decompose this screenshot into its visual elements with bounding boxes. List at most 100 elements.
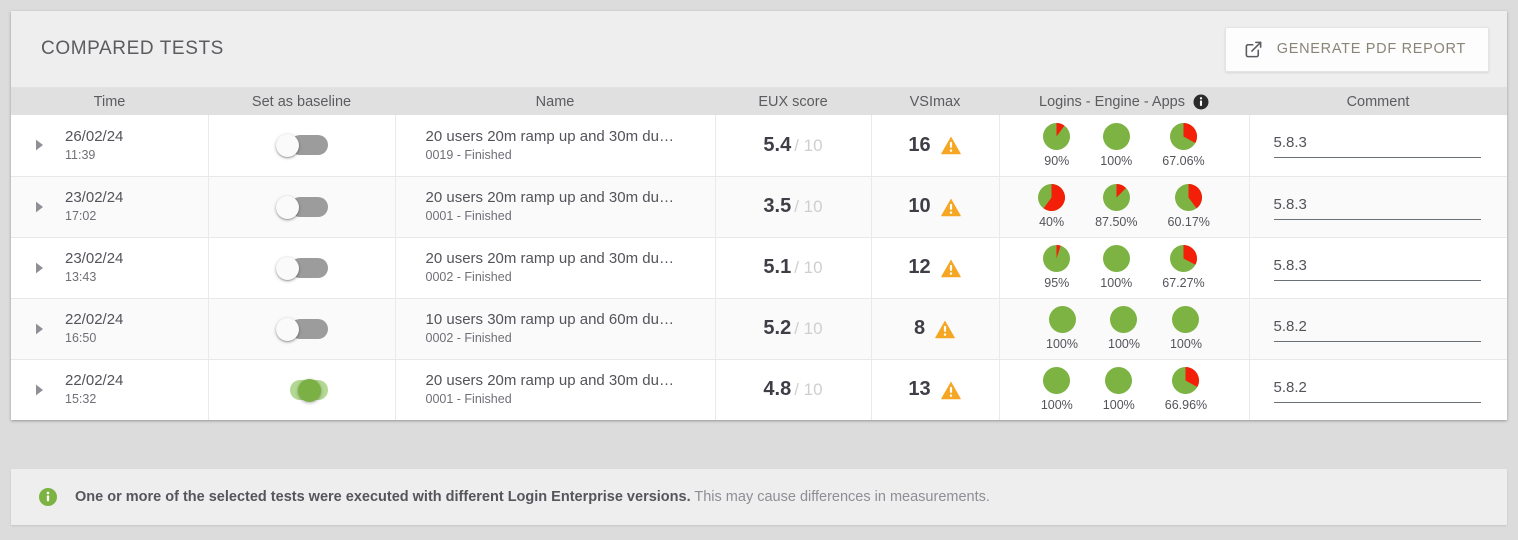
column-header-baseline[interactable]: Set as baseline <box>208 88 395 115</box>
pie-chart-icon <box>1043 367 1071 395</box>
cell-eux-score: 5.2/ 10 <box>715 298 872 360</box>
set-as-baseline-toggle[interactable] <box>275 134 328 158</box>
expand-row-icon[interactable] <box>29 319 49 339</box>
expand-row-icon[interactable] <box>29 197 49 217</box>
warning-icon[interactable] <box>940 197 962 217</box>
vsimax-value: 8 <box>913 317 926 339</box>
cell-comment <box>1249 298 1507 360</box>
warning-icon[interactable] <box>934 319 956 339</box>
pie-chart-icon <box>1043 245 1071 272</box>
column-header-name-label: Name <box>535 93 575 110</box>
pie-chart-icon <box>1102 184 1130 211</box>
row-date: 22/02/24 <box>65 372 124 390</box>
cell-comment <box>1249 115 1507 177</box>
pie-chart-icon <box>1175 184 1203 211</box>
test-name: 20 users 20m ramp up and 30m du… <box>425 250 674 267</box>
test-name: 20 users 20m ramp up and 30m du… <box>425 189 674 206</box>
pie-label: 40% <box>1039 215 1065 229</box>
eux-score-max: / 10 <box>794 319 823 338</box>
eux-score-value: 4.8 <box>763 378 792 401</box>
table-row[interactable]: 22/02/24 15:32 20 users 20m ramp up and 30… <box>11 359 1507 420</box>
warning-icon[interactable] <box>940 258 962 278</box>
cell-time: 23/02/24 13:43 <box>11 237 209 299</box>
comment-input[interactable] <box>1273 315 1481 342</box>
compared-tests-table: Time Set as baseline Name EUX score VSIm… <box>11 88 1507 420</box>
cell-eux-score: 3.5/ 10 <box>715 176 872 238</box>
comment-input[interactable] <box>1273 254 1481 281</box>
set-as-baseline-toggle[interactable] <box>275 317 328 341</box>
card-header: COMPARED TESTS GENERATE PDF REPORT <box>11 11 1507 88</box>
row-time: 17:02 <box>65 209 97 223</box>
expand-row-icon[interactable] <box>29 380 49 400</box>
pie-label: 100% <box>1100 276 1133 290</box>
table-row[interactable]: 22/02/24 16:50 10 users 30m ramp up and 60… <box>11 298 1507 360</box>
pie-metric: 100% <box>1170 306 1202 351</box>
cell-comment <box>1249 359 1507 420</box>
comment-input[interactable] <box>1273 132 1481 159</box>
warning-icon[interactable] <box>940 135 962 155</box>
pie-label: 66.96% <box>1164 398 1208 413</box>
cell-name: 20 users 20m ramp up and 30m du… 0001 - F… <box>395 176 716 238</box>
table-row[interactable]: 23/02/24 17:02 20 users 20m ramp up and 30… <box>11 176 1507 238</box>
generate-pdf-report-label: GENERATE PDF REPORT <box>1276 41 1466 57</box>
expand-row-icon[interactable] <box>29 258 49 278</box>
notice-detail-text: This may cause differences in measuremen… <box>694 489 990 505</box>
info-icon[interactable] <box>1193 94 1209 110</box>
pie-label: 60.17% <box>1167 215 1210 229</box>
cell-baseline <box>208 359 396 420</box>
toggle-knob <box>275 134 299 158</box>
table-row[interactable]: 23/02/24 13:43 20 users 20m ramp up and 30… <box>11 237 1507 299</box>
cell-vsimax: 13 <box>871 359 1000 420</box>
toggle-knob <box>275 195 299 219</box>
notice-text: One or more of the selected tests were e… <box>75 488 990 506</box>
generate-pdf-report-button[interactable]: GENERATE PDF REPORT <box>1224 26 1489 72</box>
pie-chart-icon <box>1172 367 1200 395</box>
toggle-track <box>289 135 328 156</box>
test-status: 0002 - Finished <box>425 331 512 345</box>
column-header-comment[interactable]: Comment <box>1249 88 1507 115</box>
column-header-baseline-label: Set as baseline <box>251 93 352 110</box>
toggle-track <box>289 196 328 217</box>
warning-icon[interactable] <box>940 380 962 400</box>
column-header-time[interactable]: Time <box>11 88 208 115</box>
pie-label: 100% <box>1040 398 1073 413</box>
column-header-vsimax[interactable]: VSImax <box>871 88 999 115</box>
pie-chart-icon <box>1169 122 1197 150</box>
pie-metric: 40% <box>1038 184 1066 229</box>
pie-chart-icon <box>1105 367 1133 395</box>
pie-metric: 66.96% <box>1165 367 1207 412</box>
column-header-logins[interactable]: Logins - Engine - Apps <box>999 88 1249 115</box>
pie-chart-icon <box>1043 122 1071 150</box>
cell-eux-score: 4.8/ 10 <box>715 359 872 420</box>
table-header-row: Time Set as baseline Name EUX score VSIm… <box>11 88 1507 115</box>
eux-score-max: / 10 <box>794 135 823 155</box>
cell-comment <box>1249 237 1507 299</box>
compared-tests-card: COMPARED TESTS GENERATE PDF REPORT <box>11 11 1507 420</box>
row-time: 15:32 <box>65 392 97 407</box>
pie-chart-icon <box>1110 306 1138 333</box>
pie-chart-icon <box>1048 306 1076 333</box>
expand-row-icon[interactable] <box>29 135 49 155</box>
cell-vsimax: 8 <box>871 298 1000 360</box>
notice-strong-text: One or more of the selected tests were e… <box>75 489 691 505</box>
pie-label: 100% <box>1108 337 1140 351</box>
pie-metric: 87.50% <box>1095 184 1138 229</box>
pie-metric: 60.17% <box>1168 184 1210 229</box>
pie-metric: 67.06% <box>1162 122 1205 168</box>
comment-input[interactable] <box>1273 376 1481 403</box>
test-name: 20 users 20m ramp up and 30m du… <box>425 372 674 390</box>
row-time: 13:43 <box>65 270 97 284</box>
pie-label: 67.27% <box>1162 276 1205 290</box>
table-row[interactable]: 26/02/24 11:39 20 users 20m ramp up and 30… <box>11 115 1507 177</box>
column-header-name[interactable]: Name <box>395 88 715 115</box>
set-as-baseline-toggle[interactable] <box>276 378 328 402</box>
set-as-baseline-toggle[interactable] <box>275 256 328 280</box>
column-header-eux[interactable]: EUX score <box>715 88 871 115</box>
toggle-knob <box>297 378 321 402</box>
pie-label: 100% <box>1100 153 1133 168</box>
pie-chart-icon <box>1102 245 1130 272</box>
comment-input[interactable] <box>1273 193 1481 220</box>
cell-time: 23/02/24 17:02 <box>11 176 209 238</box>
set-as-baseline-toggle[interactable] <box>275 195 328 219</box>
